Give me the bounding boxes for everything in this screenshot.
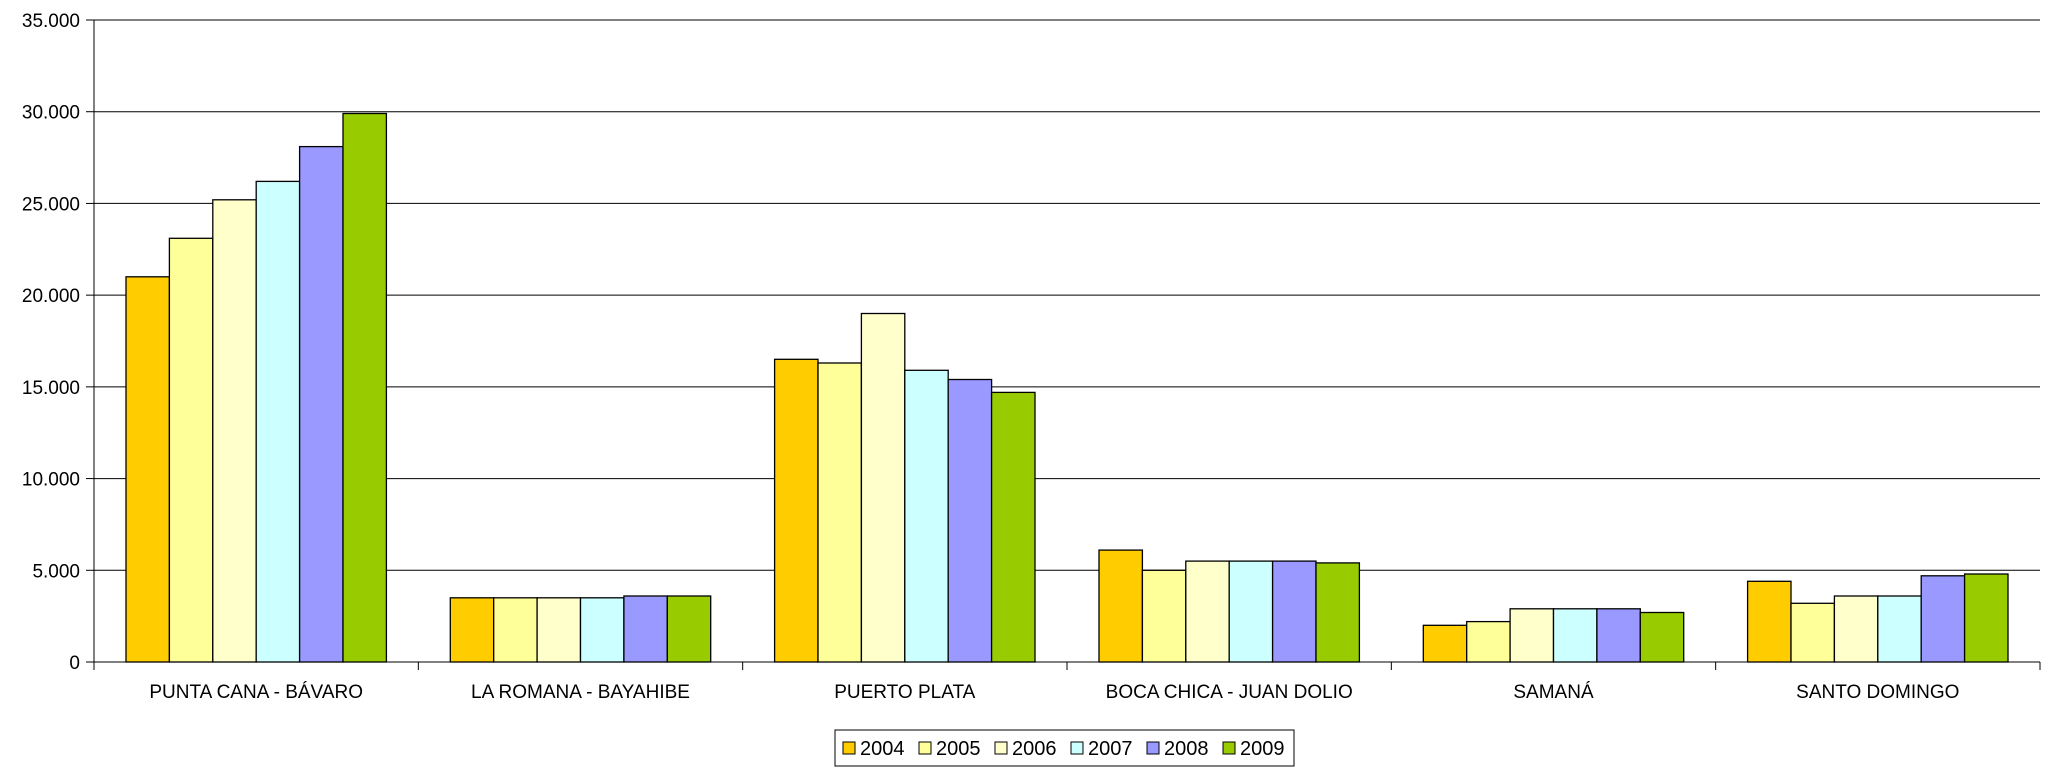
bar	[1315, 562, 1361, 663]
y-tick-label: 0	[69, 653, 80, 674]
x-category-label: PUERTO PLATA	[834, 682, 975, 703]
legend-label: 2009	[1240, 738, 1285, 760]
bar	[1466, 620, 1511, 663]
bar	[1833, 595, 1879, 663]
bar	[1920, 575, 1966, 663]
y-axis-tick-labels: 0 5.000 10.000 15.000 20.000 25.000 30.000 35.0…	[22, 11, 80, 674]
y-tick-label: 5.000	[32, 561, 80, 582]
legend-swatch	[918, 741, 932, 755]
bar	[947, 378, 993, 663]
legend-label: 2004	[860, 738, 905, 760]
legend-label: 2005	[936, 738, 981, 760]
bar	[1596, 608, 1641, 663]
bar	[1141, 569, 1187, 663]
y-tick-label: 20.000	[22, 286, 80, 307]
bar	[1422, 624, 1468, 663]
bar	[666, 595, 712, 663]
bar	[298, 145, 344, 663]
legend-label: 2007	[1088, 738, 1133, 760]
legend-label: 2006	[1012, 738, 1057, 760]
bar	[255, 180, 301, 663]
legend-swatch	[842, 741, 856, 755]
bar	[1877, 595, 1922, 663]
bar	[168, 237, 214, 663]
bar	[1509, 608, 1555, 663]
legend-swatch	[1070, 741, 1084, 755]
bar	[212, 199, 257, 663]
x-category-label: PUNTA CANA - BÁVARO	[149, 682, 363, 703]
bar	[342, 112, 388, 663]
bar	[1790, 602, 1836, 663]
y-tick-label: 25.000	[22, 194, 80, 215]
y-tick-label: 35.000	[22, 11, 80, 32]
legend-swatch	[1146, 741, 1160, 755]
legend: 2004 2005 2006 2007 2008 2009	[834, 729, 1295, 767]
bar	[493, 597, 538, 663]
bar	[579, 597, 625, 663]
bar	[623, 595, 668, 663]
bar	[449, 597, 495, 663]
bar	[1963, 573, 2009, 663]
axes	[86, 19, 2041, 670]
y-tick-label: 15.000	[22, 378, 80, 399]
bar	[860, 312, 906, 663]
bar	[1639, 611, 1685, 663]
bar	[1271, 560, 1317, 663]
y-tick-label: 10.000	[22, 470, 80, 491]
bar	[1228, 560, 1274, 663]
legend-box	[834, 729, 1295, 767]
legend-label: 2008	[1164, 738, 1209, 760]
bar	[773, 358, 819, 663]
bar	[817, 362, 863, 663]
x-category-label: BOCA CHICA - JUAN DOLIO	[1106, 682, 1353, 703]
y-tick-label: 30.000	[22, 103, 80, 124]
bar	[1746, 580, 1792, 663]
bar	[1552, 608, 1598, 663]
legend-swatch	[994, 741, 1008, 755]
bar	[904, 369, 949, 663]
x-axis-category-labels: PUNTA CANA - BÁVARO LA ROMANA - BAYAHIBE P…	[149, 682, 1959, 703]
bars-group	[125, 112, 2009, 663]
x-category-label: LA ROMANA - BAYAHIBE	[471, 682, 690, 703]
x-category-label: SANTO DOMINGO	[1796, 682, 1959, 703]
x-category-label: SAMANÁ	[1513, 682, 1594, 703]
legend-swatch	[1222, 741, 1236, 755]
bar	[536, 597, 582, 663]
bar	[1098, 549, 1144, 663]
bar	[990, 391, 1036, 663]
bar	[125, 276, 171, 663]
bar	[1185, 560, 1230, 663]
